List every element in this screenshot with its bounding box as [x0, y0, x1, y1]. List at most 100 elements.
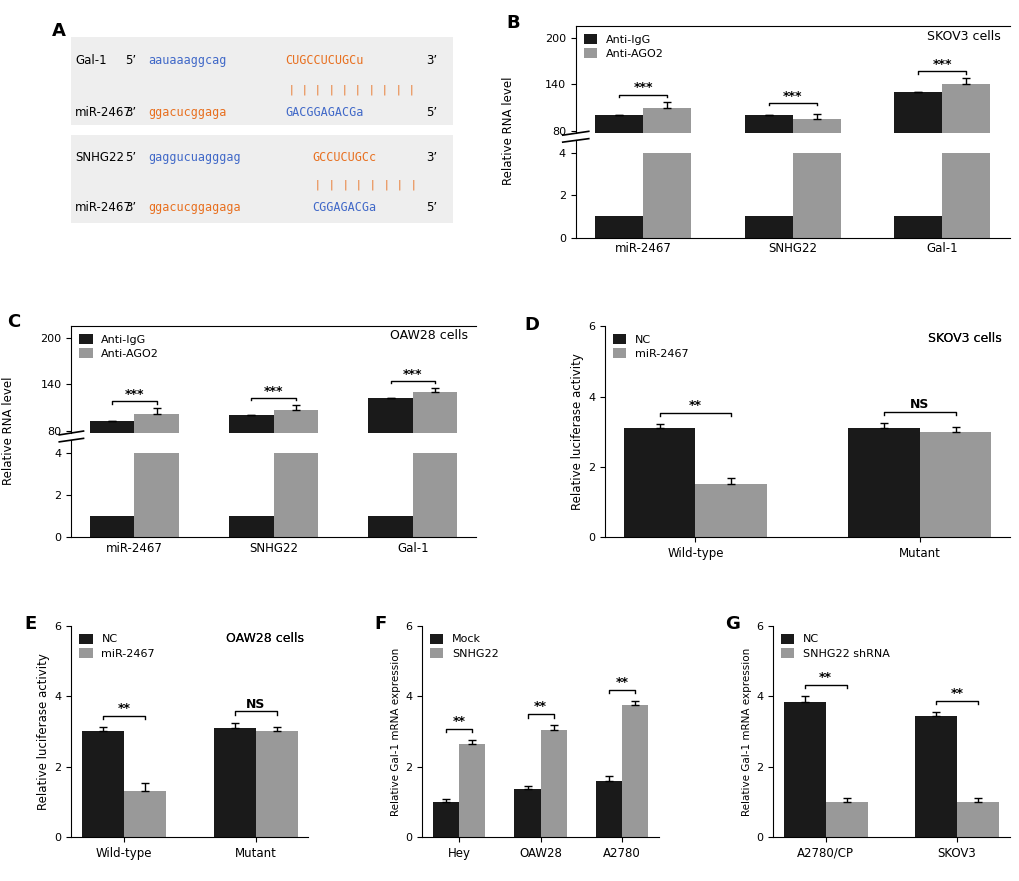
Bar — [783, 701, 824, 837]
Legend: NC, SNHG22 shRNA: NC, SNHG22 shRNA — [777, 632, 891, 661]
Text: NS: NS — [909, 398, 928, 411]
Text: G: G — [725, 615, 740, 633]
Bar — [919, 432, 990, 537]
Bar — [595, 217, 643, 238]
Text: ***: *** — [403, 367, 422, 381]
Text: E: E — [24, 615, 37, 633]
Bar — [595, 781, 622, 837]
Text: NS: NS — [246, 698, 265, 711]
Bar — [744, 217, 792, 238]
Text: |: | — [369, 85, 373, 95]
Bar — [229, 516, 273, 537]
Text: D: D — [524, 315, 539, 334]
Text: OAW28 cells: OAW28 cells — [389, 329, 468, 343]
Bar — [432, 802, 459, 837]
Text: GACGGAGACGa: GACGGAGACGa — [285, 107, 364, 120]
Text: ***: *** — [264, 385, 283, 397]
Bar — [71, 37, 452, 124]
Text: ***: *** — [124, 388, 144, 401]
Text: **: ** — [452, 715, 465, 729]
Text: 3’: 3’ — [124, 107, 136, 120]
Text: miR-2467: miR-2467 — [75, 202, 132, 214]
Text: |: | — [384, 180, 387, 190]
Text: |: | — [289, 85, 292, 95]
Text: |: | — [357, 180, 360, 190]
Text: Gal-1: Gal-1 — [75, 54, 107, 67]
Bar — [695, 485, 766, 537]
Bar — [368, 398, 413, 492]
Bar — [229, 415, 273, 492]
Bar — [459, 744, 485, 837]
Legend: NC, miR-2467: NC, miR-2467 — [76, 632, 157, 661]
Text: GCCUCUGCc: GCCUCUGCc — [312, 151, 376, 164]
Bar — [792, 119, 840, 193]
Text: **: ** — [615, 676, 628, 689]
Bar — [956, 802, 998, 837]
Bar — [256, 731, 298, 837]
Text: ggacucggaga: ggacucggaga — [148, 107, 226, 120]
Bar — [643, 153, 691, 238]
Bar — [368, 516, 413, 537]
Text: CUGCCUCUGCu: CUGCCUCUGCu — [285, 54, 364, 67]
Bar — [135, 413, 178, 492]
Bar — [942, 85, 989, 193]
Text: |: | — [303, 85, 306, 95]
Y-axis label: Relative RNA level: Relative RNA level — [2, 376, 14, 485]
Bar — [273, 410, 318, 492]
Text: 5’: 5’ — [124, 151, 136, 164]
Text: |: | — [397, 180, 401, 190]
Text: 3’: 3’ — [124, 202, 136, 214]
Text: **: ** — [534, 700, 546, 714]
Bar — [824, 802, 867, 837]
Text: B: B — [505, 13, 520, 32]
Bar — [894, 217, 942, 238]
Bar — [643, 107, 691, 193]
Text: ***: *** — [931, 58, 951, 71]
Text: C: C — [7, 314, 20, 331]
Text: 5’: 5’ — [124, 54, 136, 67]
Text: 5’: 5’ — [426, 202, 437, 214]
Bar — [413, 453, 458, 537]
Text: |: | — [411, 180, 415, 190]
Bar — [914, 715, 956, 837]
Bar — [83, 731, 124, 837]
Y-axis label: Relative Gal-1 mRNA expression: Relative Gal-1 mRNA expression — [741, 648, 751, 816]
Bar — [847, 428, 919, 537]
Bar — [273, 453, 318, 537]
Text: |: | — [329, 180, 333, 190]
Bar — [90, 516, 135, 537]
Text: **: ** — [950, 687, 963, 700]
Text: aauaaaggcag: aauaaaggcag — [148, 54, 226, 67]
Text: gaggucuagggag: gaggucuagggag — [148, 151, 240, 164]
Text: |: | — [382, 85, 386, 95]
Text: F: F — [374, 615, 386, 633]
Text: |: | — [395, 85, 399, 95]
Legend: Anti-IgG, Anti-AGO2: Anti-IgG, Anti-AGO2 — [76, 332, 161, 361]
Legend: Mock, SNHG22: Mock, SNHG22 — [427, 632, 500, 661]
Bar — [213, 728, 256, 837]
Bar — [540, 729, 567, 837]
Text: SKOV3 cells: SKOV3 cells — [927, 332, 1001, 345]
Legend: NC, miR-2467: NC, miR-2467 — [610, 332, 691, 361]
Text: ***: *** — [633, 81, 652, 94]
Bar — [894, 93, 942, 193]
Text: OAW28 cells: OAW28 cells — [225, 633, 304, 645]
Bar — [413, 392, 458, 492]
Text: SNHG22: SNHG22 — [75, 151, 124, 164]
Text: |: | — [342, 85, 346, 95]
Text: **: ** — [818, 671, 832, 685]
Text: ***: *** — [783, 90, 802, 103]
Text: CGGAGACGa: CGGAGACGa — [312, 202, 376, 214]
Text: |: | — [370, 180, 374, 190]
Bar — [90, 421, 135, 492]
Bar — [744, 115, 792, 193]
Text: |: | — [316, 180, 319, 190]
Text: SKOV3 cells: SKOV3 cells — [926, 30, 1000, 42]
Bar — [623, 428, 695, 537]
Bar — [71, 135, 452, 223]
Text: |: | — [316, 85, 319, 95]
Y-axis label: Relative luciferase activity: Relative luciferase activity — [38, 653, 50, 810]
Text: |: | — [329, 85, 332, 95]
Text: ggacucggagaga: ggacucggagaga — [148, 202, 240, 214]
Text: SKOV3 cells: SKOV3 cells — [927, 332, 1001, 345]
